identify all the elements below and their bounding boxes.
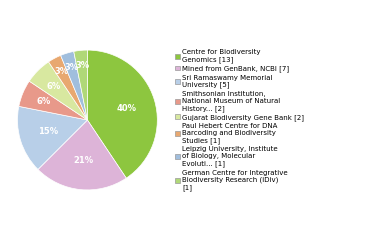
Text: 3%: 3% (65, 63, 79, 72)
Wedge shape (74, 50, 87, 120)
Wedge shape (49, 55, 87, 120)
Text: 6%: 6% (47, 82, 61, 91)
Text: 3%: 3% (55, 67, 69, 76)
Wedge shape (38, 120, 126, 190)
Wedge shape (19, 81, 87, 120)
Text: 21%: 21% (73, 156, 93, 165)
Wedge shape (61, 51, 87, 120)
Legend: Centre for Biodiversity
Genomics [13], Mined from GenBank, NCBI [7], Sri Ramaswa: Centre for Biodiversity Genomics [13], M… (175, 49, 304, 191)
Wedge shape (87, 50, 157, 178)
Text: 15%: 15% (38, 127, 59, 136)
Text: 3%: 3% (75, 61, 89, 70)
Text: 6%: 6% (36, 97, 51, 106)
Wedge shape (17, 106, 87, 169)
Text: 40%: 40% (116, 104, 136, 113)
Wedge shape (29, 62, 87, 120)
